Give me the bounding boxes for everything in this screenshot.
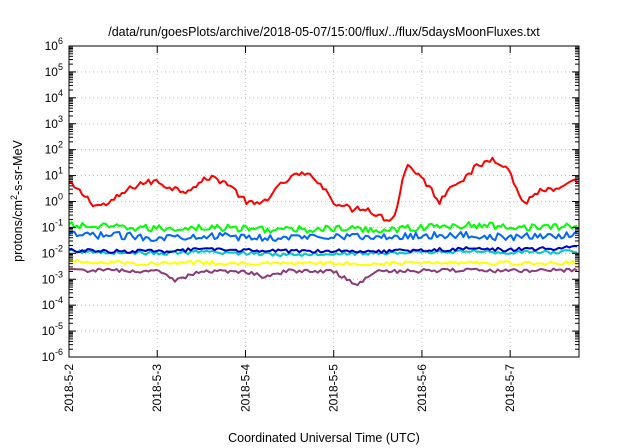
grid-lines (69, 46, 579, 357)
x-axis: 2018-5-2 2018-5-3 2018-5-4 2018-5-5 2018-5-6… (62, 46, 517, 412)
y-tick-label: 104 (45, 88, 63, 105)
series-line (68, 156, 579, 222)
x-tick-label: 2018-5-5 (327, 364, 341, 412)
y-tick-label: 10-5 (42, 321, 63, 338)
y-tick-label: 100 (45, 192, 63, 209)
series-line (68, 248, 578, 258)
x-tick-label: 2018-5-6 (415, 364, 429, 412)
x-axis-title: Coordinated Universal Time (UTC) (228, 431, 420, 445)
x-tick-label: 2018-5-3 (150, 364, 164, 412)
series-line (68, 221, 578, 234)
y-axis: 10-6 10-5 10-4 10-3 10-2 10-1 100 101 102 103 104 1… (42, 36, 579, 364)
y-tick-label: 106 (45, 36, 63, 53)
y-tick-label: 10-6 (42, 347, 63, 364)
series-line (68, 267, 578, 287)
y-tick-label: 10-4 (42, 295, 63, 312)
series-line (68, 230, 578, 242)
series-line (68, 245, 578, 254)
series-lines (68, 156, 579, 287)
chart-title: /data/run/goesPlots/archive/2018-05-07/1… (108, 25, 540, 39)
y-tick-label: 102 (45, 140, 63, 157)
y-tick-label: 10-1 (42, 217, 63, 234)
y-tick-label: 103 (45, 114, 63, 131)
series-line (68, 258, 578, 267)
x-tick-label: 2018-5-4 (238, 364, 252, 412)
y-tick-label: 10-3 (42, 269, 63, 286)
y-tick-label: 101 (45, 166, 63, 183)
x-tick-label: 2018-5-7 (503, 364, 517, 412)
y-axis-title: protons/cm2-s-sr-MeV (9, 139, 25, 261)
x-tick-label: 2018-5-2 (62, 364, 76, 412)
y-tick-label: 10-2 (42, 243, 63, 260)
y-tick-label: 105 (45, 62, 63, 79)
